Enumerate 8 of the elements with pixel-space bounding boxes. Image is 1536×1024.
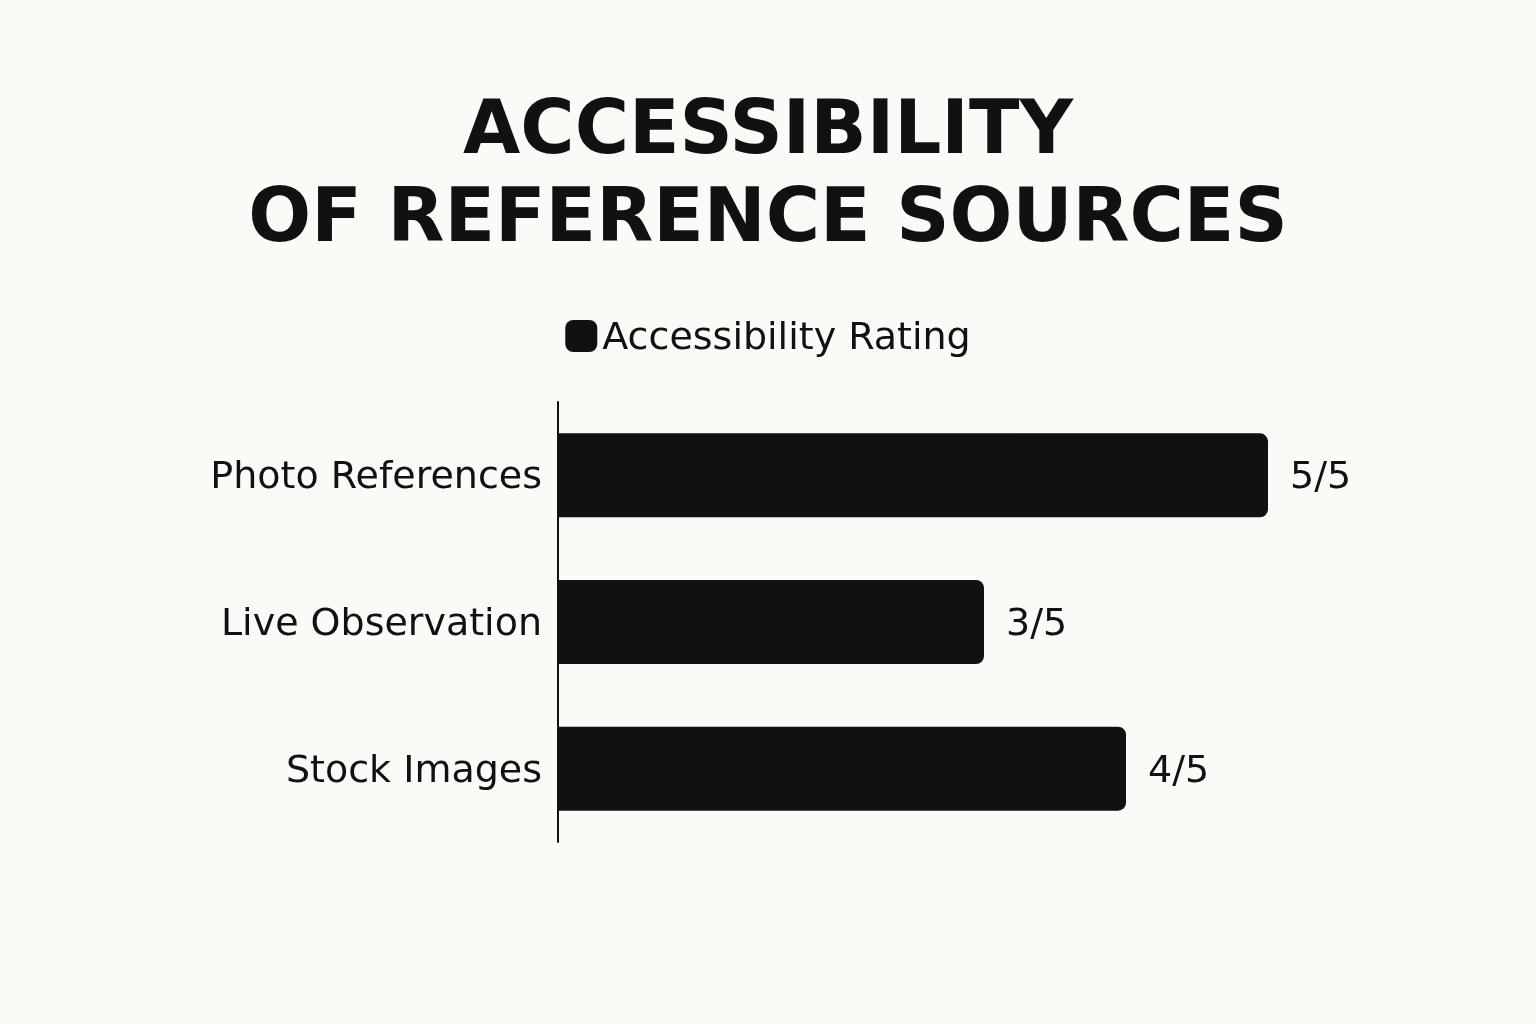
data-label: 3/5 <box>1006 600 1068 644</box>
chart-title: ACCESSIBILITY OF REFERENCE SOURCES <box>248 84 1288 258</box>
y-tick-label: Stock Images <box>285 746 542 791</box>
data-label: 4/5 <box>1148 746 1210 791</box>
y-tick-label: Photo References <box>210 453 542 498</box>
data-label: 5/5 <box>1290 453 1352 498</box>
legend-label: Accessibility Rating <box>602 314 971 358</box>
y-tick-label: Live Observation <box>220 600 542 644</box>
